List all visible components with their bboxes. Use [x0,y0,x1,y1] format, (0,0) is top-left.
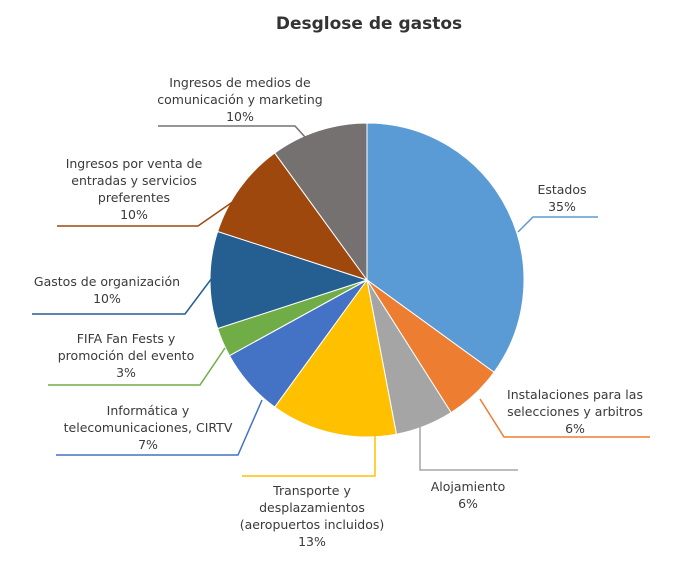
slice-label: Instalaciones para las selecciones y arbi… [507,387,643,436]
slice-label: FIFA Fan Fests y promoción del evento 3% [58,331,194,380]
pie-slice [366,122,525,373]
slice-percent: 13% [298,534,326,549]
leader-line [158,125,306,138]
pie-slice [217,152,369,281]
slice-name: selecciones y arbitros [507,404,643,419]
slice-label: Informática y telecomunicaciones, CIRTV 7% [64,403,233,452]
slice-name: telecomunicaciones, CIRTV [64,420,233,435]
slice-percent: 10% [226,109,254,124]
pie-slice [274,122,368,282]
slice-name: Ingresos de medios de [169,75,311,90]
slice-name: promoción del evento [58,348,194,363]
slice-label: Alojamiento 6% [431,479,506,511]
slice-percent: 10% [120,207,148,222]
leader-line [419,426,518,471]
leader-line [56,399,263,456]
slice-name: Informática y [107,403,190,418]
slice-label: Ingresos por venta de entradas y servicio… [66,156,203,222]
slice-name: entradas y servicios [71,173,196,188]
leader-line [479,398,650,438]
slice-percent: 10% [93,291,121,306]
slice-name: Instalaciones para las [507,387,643,402]
slice-name: desplazamientos [259,500,365,515]
slice-name: Estados [537,182,586,197]
leader-line [242,436,376,477]
leader-line [57,193,245,227]
leader-line [517,216,598,233]
slice-label: Gastos de organización 10% [34,274,180,306]
slice-labels: Estados 35% Instalaciones para las seleccio… [34,75,643,549]
slice-name: Alojamiento [431,479,506,494]
leader-lines [32,125,650,477]
slice-name: comunicación y marketing [157,92,323,107]
pie-slice [274,278,398,438]
slice-label: Transporte y desplazamientos (aeropuertos … [240,483,385,549]
slice-name: (aeropuertos incluidos) [240,517,385,532]
slice-label: Ingresos de medios de comunicación y mark… [157,75,323,124]
slice-percent: 7% [138,437,158,452]
slice-label: Estados 35% [537,182,586,214]
slice-name: preferentes [98,190,170,205]
slice-percent: 6% [565,421,585,436]
slice-percent: 6% [458,496,478,511]
pie-slices [209,122,525,438]
slice-name: Gastos de organización [34,274,180,289]
slice-percent: 35% [548,199,576,214]
slice-name: Transporte y [272,483,351,498]
slice-name: FIFA Fan Fests y [77,331,176,346]
leader-line [48,347,226,386]
slice-name: Ingresos por venta de [66,156,203,171]
leader-line [32,277,213,315]
slice-percent: 3% [116,365,136,380]
chart-title: Desglose de gastos [276,14,462,34]
